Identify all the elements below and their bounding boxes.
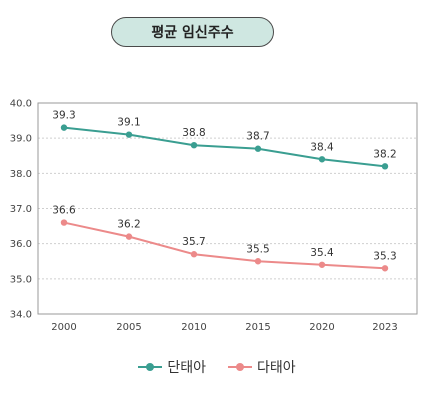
series-line-single (63, 126, 386, 168)
data-label: 38.4 (310, 141, 334, 153)
legend: 단태아 다태아 (0, 356, 434, 378)
legend-swatch-single (138, 361, 163, 373)
y-tick-label: 36.0 (10, 239, 32, 250)
data-label: 35.5 (246, 243, 269, 255)
data-point (190, 251, 198, 258)
y-tick-label: 37.0 (10, 204, 32, 215)
data-label: 38.7 (246, 131, 269, 143)
y-tick-label: 39.0 (10, 134, 32, 145)
x-tick-label: 2005 (116, 322, 141, 333)
legend-item-multi: 다태아 (228, 357, 296, 377)
y-tick-label: 35.0 (10, 274, 32, 285)
legend-label-multi: 다태아 (257, 360, 296, 376)
data-label: 35.4 (310, 247, 334, 259)
y-tick-label: 38.0 (10, 169, 32, 180)
data-point (190, 142, 198, 149)
data-label: 36.6 (52, 205, 76, 217)
plot-frame (37, 102, 418, 315)
data-label: 36.2 (117, 219, 140, 231)
data-point (381, 265, 389, 272)
data-point (125, 131, 133, 138)
y-tick-label: 34.0 (10, 310, 32, 321)
chart-title: 평균 임신주수 (111, 17, 274, 47)
data-label: 39.1 (117, 117, 140, 129)
x-tick-label: 2010 (181, 322, 206, 333)
data-point (254, 145, 262, 152)
x-tick-label: 2015 (245, 322, 270, 333)
data-point (254, 258, 262, 265)
legend-item-single: 단태아 (138, 357, 206, 377)
line-chart: 34.0 35.0 36.0 37.0 38.0 39.0 40.0 2000 2005 2010… (10, 99, 418, 333)
legend-label-single: 단태아 (167, 360, 206, 376)
data-point (125, 233, 133, 240)
data-point (318, 261, 326, 268)
data-point (318, 156, 326, 163)
data-label: 39.3 (52, 110, 75, 122)
x-tick-label: 2020 (309, 322, 334, 333)
data-point (381, 163, 389, 170)
x-tick-label: 2000 (51, 322, 76, 333)
series-line-multi (63, 221, 386, 270)
y-tick-label: 40.0 (10, 99, 32, 110)
data-label: 35.7 (182, 236, 205, 248)
data-label: 38.2 (373, 148, 396, 160)
data-label: 38.8 (182, 127, 205, 139)
data-point (60, 219, 68, 226)
data-point (60, 124, 68, 131)
x-tick-label: 2023 (372, 322, 397, 333)
legend-swatch-multi (228, 361, 252, 373)
data-label: 35.3 (373, 250, 396, 262)
